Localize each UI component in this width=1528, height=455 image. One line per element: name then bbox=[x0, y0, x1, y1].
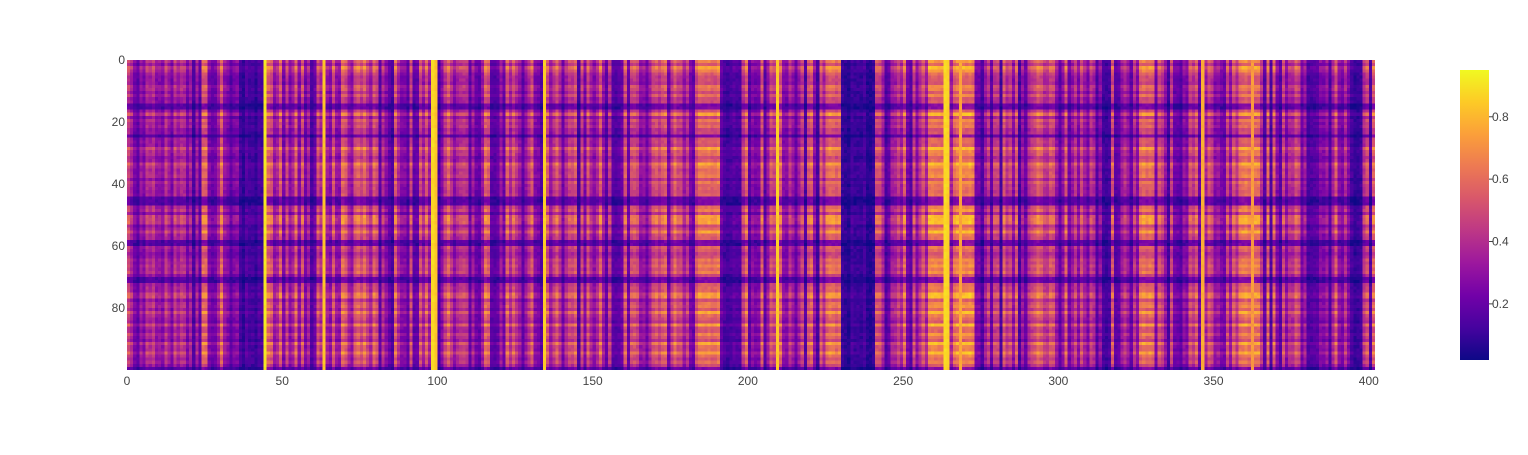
heatmap-cells[interactable] bbox=[127, 60, 1375, 370]
y-tick-label: 20 bbox=[112, 115, 126, 129]
plot-area[interactable] bbox=[127, 60, 1375, 370]
y-tick-label: 60 bbox=[112, 239, 126, 253]
y-axis: 0 20 40 60 80 bbox=[112, 53, 126, 315]
x-tick-label: 350 bbox=[1204, 374, 1224, 388]
x-tick-label: 50 bbox=[276, 374, 290, 388]
x-tick-label: 150 bbox=[583, 374, 603, 388]
x-axis: 0 50 100 150 200 250 300 350 400 bbox=[124, 374, 1379, 388]
colorbar-ticks: 0.2 0.4 0.6 0.8 bbox=[1489, 110, 1509, 311]
y-tick-label: 80 bbox=[112, 301, 126, 315]
x-tick-label: 300 bbox=[1048, 374, 1068, 388]
x-tick-label: 250 bbox=[893, 374, 913, 388]
colorbar-tick-label: 0.6 bbox=[1492, 172, 1509, 186]
colorbar-tick-label: 0.8 bbox=[1492, 110, 1509, 124]
x-tick-label: 400 bbox=[1359, 374, 1379, 388]
y-tick-label: 40 bbox=[112, 177, 126, 191]
colorbar-gradient bbox=[1460, 70, 1489, 360]
colorbar: 0.2 0.4 0.6 0.8 bbox=[1460, 70, 1509, 360]
x-tick-label: 0 bbox=[124, 374, 131, 388]
colorbar-tick-label: 0.4 bbox=[1492, 235, 1509, 249]
x-tick-label: 100 bbox=[427, 374, 447, 388]
x-tick-label: 200 bbox=[738, 374, 758, 388]
y-tick-label: 0 bbox=[118, 53, 125, 67]
colorbar-tick-label: 0.2 bbox=[1492, 297, 1509, 311]
